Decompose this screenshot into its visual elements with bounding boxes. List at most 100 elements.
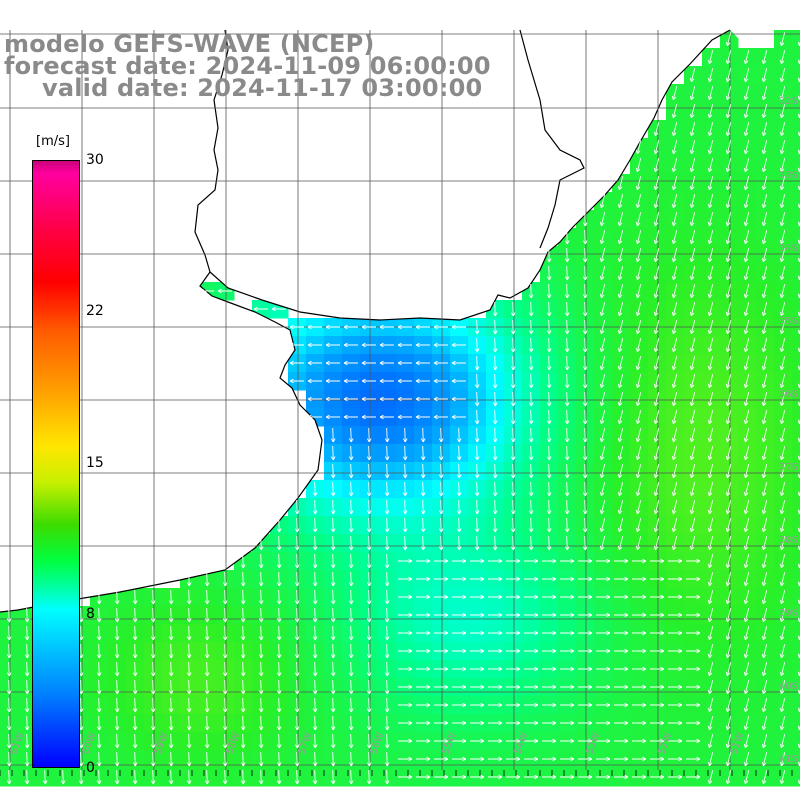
wind-arrow xyxy=(348,445,354,461)
wind-arrow xyxy=(420,427,426,443)
wind-arrow xyxy=(415,396,430,402)
wind-arrow xyxy=(132,715,138,731)
wind-arrow xyxy=(761,716,768,731)
wind-arrow xyxy=(761,158,768,173)
wind-arrow xyxy=(560,576,575,582)
wind-arrow xyxy=(470,774,485,780)
wind-arrow xyxy=(451,342,466,348)
wind-arrow xyxy=(312,553,318,569)
colorbar xyxy=(33,161,79,767)
wind-arrow xyxy=(452,738,467,744)
wind-arrow xyxy=(599,266,606,281)
wind-cell xyxy=(792,84,800,103)
wind-arrow xyxy=(560,774,575,780)
wind-arrow xyxy=(635,428,642,443)
wind-arrow xyxy=(653,320,660,335)
wind-arrow xyxy=(510,409,516,425)
wind-arrow xyxy=(420,535,426,551)
wind-arrow xyxy=(6,769,12,785)
wind-arrow xyxy=(492,355,498,371)
wind-arrow xyxy=(456,517,462,533)
wind-arrow xyxy=(222,571,228,587)
wind-arrow xyxy=(294,517,300,533)
wind-cell xyxy=(792,156,800,175)
wind-arrow xyxy=(582,517,588,533)
latitude-label: 40S xyxy=(779,681,798,692)
wind-arrow xyxy=(686,774,701,780)
wind-arrow xyxy=(258,679,264,695)
wind-arrow xyxy=(492,337,498,353)
wind-cell xyxy=(792,678,800,697)
wind-arrow xyxy=(348,535,354,551)
wind-arrow xyxy=(474,373,480,389)
wind-arrow xyxy=(384,535,390,551)
wind-arrow xyxy=(671,464,678,479)
wind-arrow xyxy=(312,751,318,767)
wind-arrow xyxy=(653,536,660,551)
wind-arrow xyxy=(743,446,750,461)
wind-arrow xyxy=(222,679,228,695)
wind-arrow xyxy=(510,373,516,389)
wind-arrow xyxy=(240,715,246,731)
wind-arrow xyxy=(725,158,732,173)
wind-arrow xyxy=(524,630,539,636)
wind-arrow xyxy=(653,392,660,407)
wind-arrow xyxy=(761,518,768,533)
wind-arrow xyxy=(307,378,322,384)
wind-arrow xyxy=(168,751,174,767)
wind-arrow xyxy=(743,698,750,713)
wind-arrow xyxy=(506,738,521,744)
wind-arrow xyxy=(199,288,214,294)
wind-arrow xyxy=(416,558,431,564)
wind-arrow xyxy=(528,391,534,407)
wind-arrow xyxy=(150,643,156,659)
wind-arrow xyxy=(366,769,372,785)
wind-arrow xyxy=(653,176,660,191)
wind-arrow xyxy=(307,324,322,330)
wind-arrow xyxy=(653,230,660,245)
wind-arrow xyxy=(330,463,336,479)
valid-date: valid date: 2024-11-17 03:00:00 xyxy=(42,74,483,102)
wind-arrow xyxy=(653,266,660,281)
wind-arrow xyxy=(725,554,732,569)
wind-arrow xyxy=(707,194,714,209)
wind-arrow xyxy=(492,319,498,335)
wind-arrow xyxy=(546,409,552,425)
wind-arrow xyxy=(725,284,732,299)
wind-arrow xyxy=(132,751,138,767)
wind-arrow xyxy=(761,68,768,83)
wind-arrow xyxy=(528,427,534,443)
wind-arrow xyxy=(204,607,210,623)
wind-arrow xyxy=(779,536,786,551)
wind-arrow xyxy=(528,355,534,371)
wind-arrow xyxy=(474,445,480,461)
wind-arrow xyxy=(510,535,516,551)
wind-arrow xyxy=(492,409,498,425)
wind-arrow xyxy=(398,702,413,708)
wind-arrow xyxy=(510,337,516,353)
wind-arrow xyxy=(599,500,606,515)
wind-arrow xyxy=(761,86,768,101)
wind-arrow xyxy=(653,194,660,209)
wind-arrow xyxy=(635,320,642,335)
wind-arrow xyxy=(474,319,480,335)
wind-arrow xyxy=(761,500,768,515)
wind-arrow xyxy=(779,680,786,695)
wind-arrow xyxy=(204,769,210,785)
wind-arrow xyxy=(546,283,552,299)
wind-arrow xyxy=(343,342,358,348)
wind-arrow xyxy=(707,302,714,317)
wind-arrow xyxy=(528,337,534,353)
wind-arrow xyxy=(707,536,714,551)
wind-arrow xyxy=(96,589,102,605)
wind-arrow xyxy=(150,661,156,677)
wind-arrow xyxy=(546,445,552,461)
wind-arrow xyxy=(779,518,786,533)
wind-arrow xyxy=(488,576,503,582)
wind-arrow xyxy=(542,756,557,762)
wind-arrow xyxy=(707,698,714,713)
wind-arrow xyxy=(398,630,413,636)
wind-arrow xyxy=(614,738,629,744)
wind-arrow xyxy=(578,720,593,726)
wind-cell xyxy=(792,642,800,661)
